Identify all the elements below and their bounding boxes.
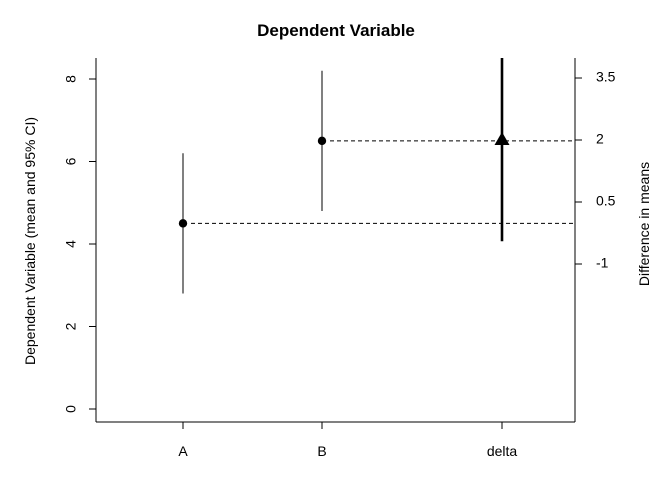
y-tick-label-left: 8: [63, 75, 79, 83]
x-tick-label: A: [178, 443, 188, 459]
mean-point-a: [178, 219, 188, 228]
y-axis-label-left: Dependent Variable (mean and 95% CI): [22, 117, 38, 365]
difference-point-delta: [494, 132, 510, 146]
y-axis-label-right: Difference in means: [636, 162, 652, 286]
y-tick-label-right: 0.5: [596, 193, 616, 209]
y-tick-label-left: 2: [63, 322, 79, 330]
x-tick-label: B: [317, 443, 326, 459]
y-tick-label-right: -1: [596, 255, 609, 271]
chart-title: Dependent Variable: [257, 21, 415, 40]
y-tick-label-right: 2: [596, 131, 604, 147]
x-tick-label: delta: [487, 443, 518, 459]
y-tick-label-left: 4: [63, 240, 79, 248]
mean-point-b: [317, 136, 327, 146]
y-tick-label-left: 0: [63, 405, 79, 413]
y-tick-label-left: 6: [63, 157, 79, 165]
y-tick-label-right: 3.5: [596, 69, 616, 85]
